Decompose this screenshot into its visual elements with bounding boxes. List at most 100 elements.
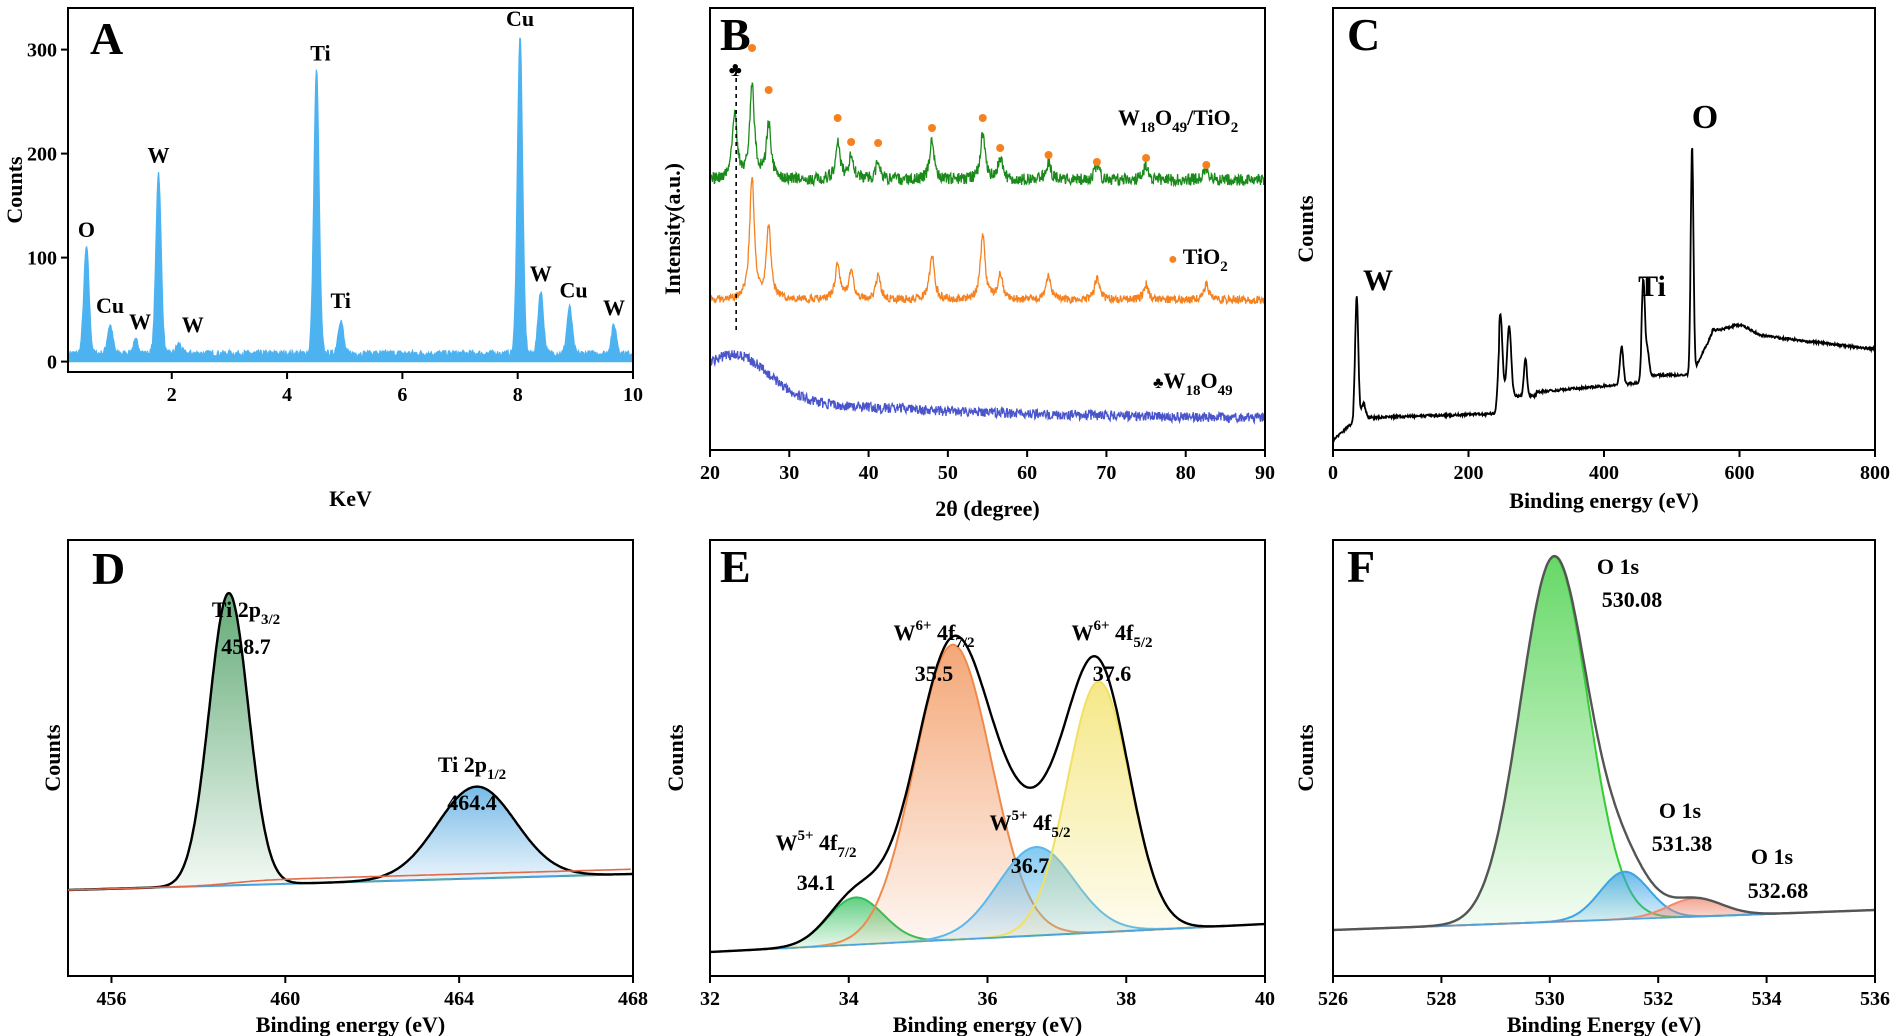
peak-fill <box>68 786 633 890</box>
panel-a-ytick-label: 300 <box>27 40 57 62</box>
xrd-rutile-marker <box>1142 154 1151 162</box>
panel-b-xtick-label: 80 <box>1176 462 1196 484</box>
legend-w18o49-sub49: 49 <box>1218 383 1233 399</box>
eds-peak-label: Cu <box>560 278 588 303</box>
panel-f-xtick-label: 532 <box>1643 988 1673 1010</box>
panel-b-xlabel: 2θ (degree) <box>935 496 1040 521</box>
panel-f-xtick-label: 536 <box>1860 988 1890 1010</box>
panel-a: 2 4 6 8 100100200300KeVCountsOCuWWWTiTiCuWCu… <box>2 6 643 511</box>
panel-c-xtick-label: 600 <box>1725 462 1755 484</box>
peak-label-sub: 5/2 <box>1051 825 1070 841</box>
background-line <box>709 923 1266 953</box>
panel-letter-c: C <box>1347 9 1380 60</box>
peak-value: 532.68 <box>1748 878 1809 903</box>
panel-b-frame <box>709 7 1266 451</box>
peak-label-pre: W <box>1071 620 1093 645</box>
xrd-rutile-marker <box>847 138 856 146</box>
peak-value: 34.1 <box>797 870 836 895</box>
panel-ylabel: Counts <box>663 724 688 792</box>
panel-a-xtick-label: 6 <box>397 384 407 406</box>
legend-composite-sub2: 2 <box>1231 120 1239 136</box>
peak-label-sub: 7/2 <box>955 635 974 651</box>
panel-xlabel: Binding Energy (eV) <box>1507 1012 1701 1036</box>
background-shirley-line <box>67 868 631 891</box>
panel-d-xtick-label: 460 <box>270 988 300 1010</box>
panel-b-xtick-label: 60 <box>1017 462 1037 484</box>
xrd-w18o49-marker: ♣ <box>729 59 742 81</box>
peak-value: 36.7 <box>1011 853 1050 878</box>
peak-fill <box>1333 556 1875 930</box>
xrd-rutile-marker <box>1092 158 1101 166</box>
legend-tio2-main: TiO <box>1183 244 1221 269</box>
peak-label: O 1s <box>1597 554 1640 579</box>
peak-label-sub: 5/2 <box>1133 635 1152 651</box>
panel-f-xtick-label: 528 <box>1426 988 1456 1010</box>
legend-tio2-marker: ● <box>1168 251 1178 268</box>
peak-fill <box>68 593 633 890</box>
panel-letter-d: D <box>92 543 125 594</box>
peak-value: 530.08 <box>1602 587 1663 612</box>
survey-peak-label: O <box>1692 99 1718 136</box>
panel-xlabel: Binding energy (eV) <box>893 1012 1082 1036</box>
legend-w18o49-o: O <box>1201 368 1218 393</box>
xrd-rutile-marker <box>1044 151 1053 159</box>
peak-component <box>68 592 633 891</box>
panel-a-xtick-label: 2 <box>167 384 177 406</box>
peak-label-sub: 3/2 <box>261 612 280 628</box>
panel-d-xtick-label: 456 <box>96 988 126 1010</box>
peak-label-pre: W <box>893 620 915 645</box>
panel-c-xlabel: Binding energy (eV) <box>1509 488 1698 513</box>
xrd-rutile-marker <box>764 86 773 94</box>
peak-label-post: 4f <box>1028 810 1053 835</box>
eds-peak-label: W <box>148 142 170 167</box>
xrd-rutile-marker <box>978 114 987 122</box>
peak-label: O 1s <box>1659 798 1702 823</box>
eds-spectrum-area <box>67 37 634 363</box>
legend-w18o49-sub18: 18 <box>1186 383 1201 399</box>
peak-label-post: 4f <box>814 830 839 855</box>
panel-c-xtick-label: 0 <box>1328 462 1338 484</box>
legend-composite-suffix: /TiO <box>1186 105 1231 130</box>
xrd-rutile-marker <box>874 139 883 147</box>
panel-b-xtick-label: 40 <box>859 462 879 484</box>
peak-fill <box>1333 871 1875 930</box>
panel-letter-a: A <box>90 13 123 64</box>
peak-label: W5+ 4f5/2 <box>989 808 1070 841</box>
envelope-trace <box>68 591 633 892</box>
peak-label-sup: 5+ <box>1011 808 1027 824</box>
eds-peak-label: W <box>129 309 151 334</box>
peak-label: W5+ 4f7/2 <box>775 828 856 861</box>
xrd-rutile-marker <box>996 144 1005 152</box>
legend-w18o49-w: W <box>1164 368 1186 393</box>
peak-label-main: Ti 2p <box>212 597 261 622</box>
panel-a-xlabel: KeV <box>329 486 372 511</box>
legend-w18o49: ♣W18O49 <box>1153 368 1233 399</box>
panel-ylabel: Counts <box>1293 724 1318 792</box>
panel-e-xtick-label: 32 <box>700 988 720 1010</box>
peak-fill <box>710 681 1265 952</box>
xrd-trace-1 <box>709 177 1265 306</box>
panel-c-xtick-label: 800 <box>1860 462 1890 484</box>
panel-a-ytick-label: 100 <box>27 248 57 270</box>
eds-peak-label: W <box>603 295 625 320</box>
panel-a-ytick-label: 0 <box>47 352 57 374</box>
panel-b-xtick-label: 70 <box>1096 462 1116 484</box>
xrd-trace-2 <box>709 350 1266 426</box>
panel-f: 526 528 530 532 534 536 Binding Energy (eV) Cou… <box>1293 539 1890 1036</box>
panel-b-xtick-label: 90 <box>1255 462 1275 484</box>
eds-peak-label: Ti <box>310 40 330 65</box>
legend-composite: W18O49/TiO2 <box>1118 105 1238 136</box>
panel-letter-b: B <box>720 9 751 60</box>
xps-survey-trace <box>1332 147 1876 443</box>
panel-b-xtick-label: 30 <box>779 462 799 484</box>
legend-composite-o: O <box>1155 105 1172 130</box>
panel-c: 0 200 400 600 800 Binding energy (eV) Counts W T… <box>1293 7 1890 513</box>
panel-d-frame <box>67 539 634 977</box>
panel-letter-e: E <box>720 541 751 592</box>
peak-label: Ti 2p1/2 <box>438 752 506 783</box>
panel-e-xtick-label: 36 <box>978 988 998 1010</box>
panel-a-xtick-label: 10 <box>623 384 643 406</box>
peak-label: W6+ 4f5/2 <box>1071 618 1152 651</box>
